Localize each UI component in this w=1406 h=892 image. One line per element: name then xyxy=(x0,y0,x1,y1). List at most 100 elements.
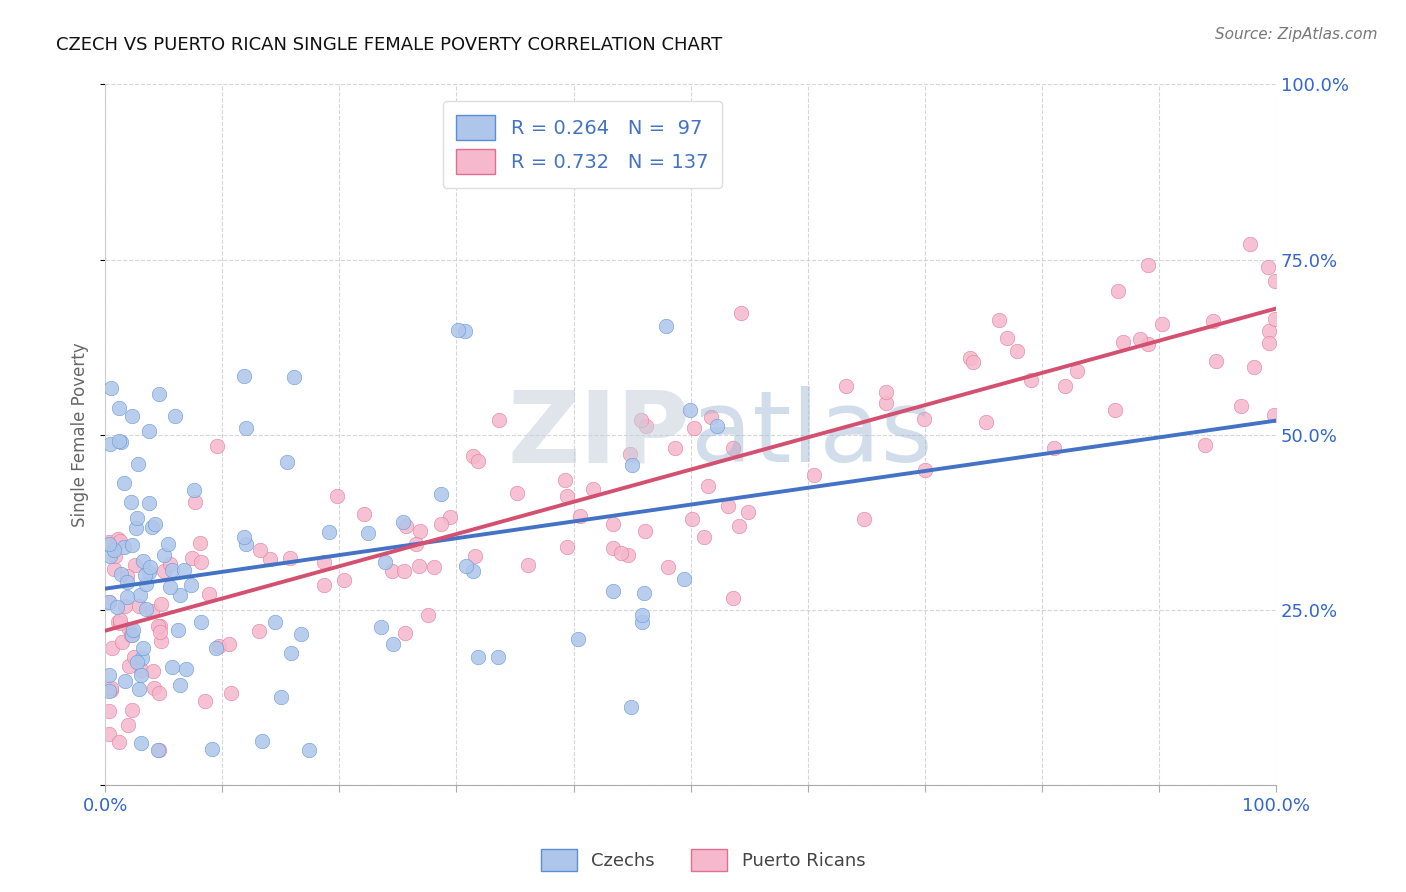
Point xyxy=(555,540,578,554)
Point xyxy=(176,661,198,675)
Point xyxy=(159,558,181,572)
Point xyxy=(110,635,132,649)
Point xyxy=(115,569,138,583)
Point xyxy=(117,718,139,732)
Point xyxy=(278,550,301,565)
Point xyxy=(121,538,143,552)
Y-axis label: Single Female Poverty: Single Female Poverty xyxy=(72,343,89,527)
Point xyxy=(1194,438,1216,452)
Point xyxy=(115,574,138,589)
Point xyxy=(1005,343,1028,358)
Point xyxy=(103,562,125,576)
Point xyxy=(121,409,143,423)
Point xyxy=(173,563,195,577)
Point xyxy=(169,678,191,692)
Point xyxy=(184,494,207,508)
Point xyxy=(146,743,169,757)
Point xyxy=(633,585,655,599)
Point xyxy=(1263,408,1285,422)
Point xyxy=(602,583,624,598)
Point xyxy=(125,521,148,535)
Point xyxy=(204,640,226,655)
Point xyxy=(100,381,122,395)
Point xyxy=(1043,442,1066,456)
Point xyxy=(124,558,146,573)
Point xyxy=(218,637,240,651)
Point xyxy=(461,564,484,578)
Point xyxy=(408,524,430,538)
Point xyxy=(156,537,179,551)
Point xyxy=(97,668,120,682)
Point xyxy=(163,409,186,424)
Point xyxy=(664,441,686,455)
Point xyxy=(148,743,170,757)
Point xyxy=(554,473,576,487)
Point xyxy=(486,650,509,665)
Legend: Czechs, Puerto Ricans: Czechs, Puerto Ricans xyxy=(533,842,873,879)
Point xyxy=(121,703,143,717)
Point xyxy=(138,424,160,438)
Point xyxy=(270,690,292,705)
Point xyxy=(370,620,392,634)
Point xyxy=(803,468,825,483)
Point xyxy=(183,483,205,497)
Point xyxy=(1137,337,1160,351)
Point xyxy=(108,534,131,549)
Point xyxy=(681,512,703,526)
Point xyxy=(118,659,141,673)
Point xyxy=(298,743,321,757)
Point xyxy=(314,578,336,592)
Point xyxy=(430,486,453,500)
Point xyxy=(602,516,624,531)
Point xyxy=(1243,359,1265,374)
Point xyxy=(105,599,128,614)
Point xyxy=(1239,237,1261,252)
Point xyxy=(463,449,485,463)
Point xyxy=(219,686,242,700)
Point xyxy=(143,516,166,531)
Point xyxy=(264,615,287,629)
Point xyxy=(357,526,380,541)
Point xyxy=(114,599,136,614)
Point xyxy=(118,623,141,637)
Point xyxy=(127,457,149,471)
Point xyxy=(672,572,695,586)
Point xyxy=(1112,334,1135,349)
Point xyxy=(107,532,129,546)
Point xyxy=(567,632,589,646)
Point xyxy=(405,537,427,551)
Point xyxy=(636,418,658,433)
Point xyxy=(467,649,489,664)
Text: atlas: atlas xyxy=(690,386,932,483)
Point xyxy=(131,651,153,665)
Point xyxy=(959,351,981,366)
Point xyxy=(1264,311,1286,326)
Point xyxy=(108,735,131,749)
Point xyxy=(634,524,657,538)
Point xyxy=(430,516,453,531)
Point xyxy=(124,649,146,664)
Point xyxy=(875,396,897,410)
Point xyxy=(128,599,150,613)
Point xyxy=(160,660,183,674)
Point xyxy=(97,595,120,609)
Point xyxy=(97,683,120,698)
Point xyxy=(381,564,404,578)
Point xyxy=(621,458,644,473)
Point xyxy=(723,441,745,455)
Point xyxy=(1202,314,1225,328)
Point xyxy=(290,626,312,640)
Text: CZECH VS PUERTO RICAN SINGLE FEMALE POVERTY CORRELATION CHART: CZECH VS PUERTO RICAN SINGLE FEMALE POVE… xyxy=(56,36,723,54)
Point xyxy=(654,319,676,334)
Point xyxy=(97,595,120,609)
Point xyxy=(135,602,157,616)
Point xyxy=(987,312,1010,326)
Point xyxy=(98,549,121,563)
Point xyxy=(139,560,162,574)
Point xyxy=(149,624,172,639)
Point xyxy=(721,591,744,605)
Point xyxy=(706,418,728,433)
Point xyxy=(129,663,152,677)
Point xyxy=(108,401,131,416)
Point xyxy=(194,694,217,708)
